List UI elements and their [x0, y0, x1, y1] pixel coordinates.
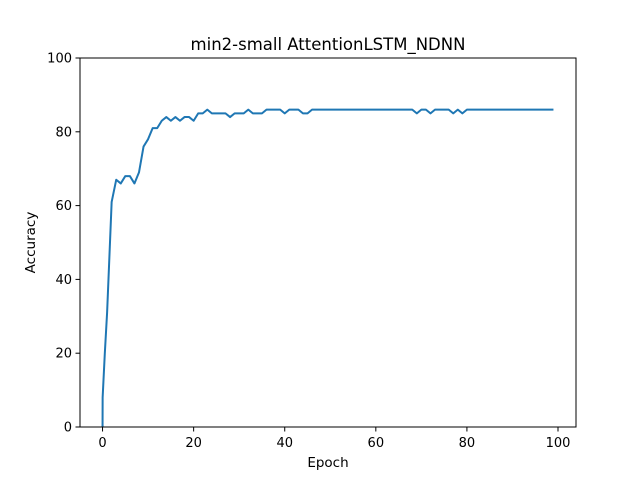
y-tick-label: 60	[55, 199, 72, 214]
x-tick-label: 80	[459, 436, 476, 451]
x-tick-label: 60	[368, 436, 385, 451]
x-tick-label: 20	[185, 436, 202, 451]
x-axis-ticks: 0 20 40 60 80 100	[98, 427, 570, 451]
y-tick-label: 100	[47, 52, 72, 67]
x-tick-label: 100	[546, 436, 571, 451]
accuracy-series-line	[101, 108, 554, 428]
y-axis-ticks: 0 20 40 60 80 100	[47, 52, 80, 436]
x-axis-label: Epoch	[307, 455, 348, 471]
chart-title: min2-small AttentionLSTM_NDNN	[191, 35, 466, 55]
axes-background	[80, 58, 576, 427]
y-tick-label: 80	[55, 125, 72, 140]
y-tick-label: 0	[64, 421, 72, 436]
axes-frame	[79, 57, 577, 428]
y-axis-label: Accuracy	[23, 212, 39, 274]
y-tick-label: 40	[55, 273, 72, 288]
y-tick-label: 20	[55, 347, 72, 362]
plot-area	[80, 58, 576, 427]
x-tick-label: 40	[276, 436, 293, 451]
series-layer	[101, 108, 554, 428]
x-tick-label: 0	[98, 436, 106, 451]
